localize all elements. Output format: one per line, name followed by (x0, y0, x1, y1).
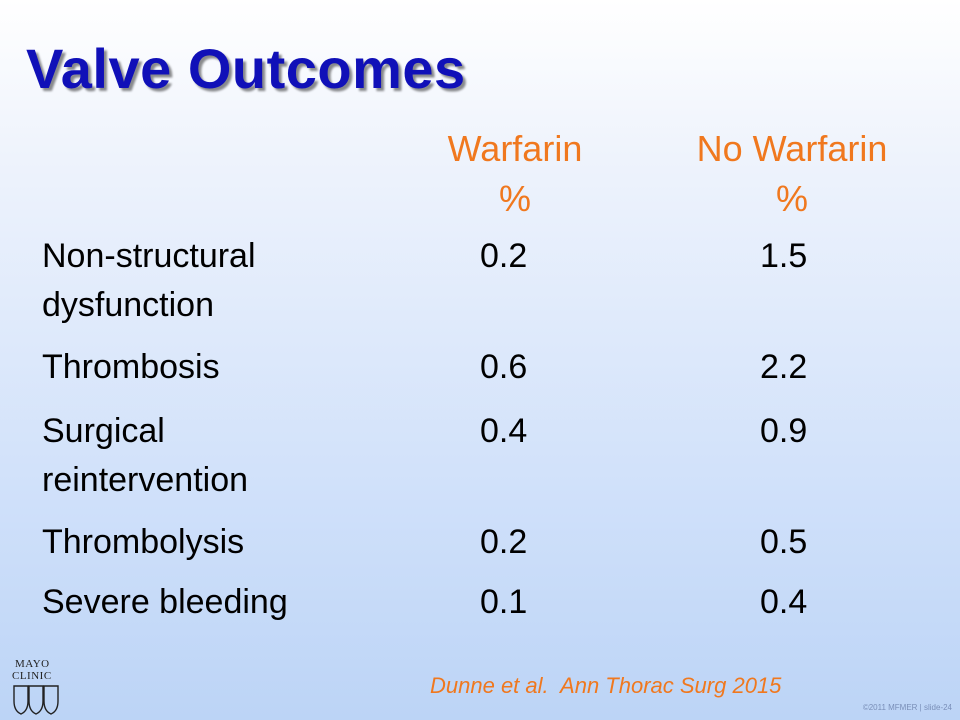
row-label-non-structural-dysfunction: Non-structural dysfunction (42, 232, 372, 330)
cell-no-warfarin-thrombolysis: 0.5 (760, 523, 808, 561)
column-header-no-warfarin-name: No Warfarin (696, 128, 888, 169)
cell-no-warfarin-severe-bleeding: 0.4 (760, 583, 808, 621)
cell-no-warfarin-thrombosis: 2.2 (760, 348, 808, 386)
column-header-warfarin-unit: % (498, 178, 531, 219)
logo-text-line1: MAYO (15, 658, 50, 670)
row-label-severe-bleeding: Severe bleeding (42, 583, 288, 621)
cell-warfarin-severe-bleeding: 0.1 (480, 583, 528, 621)
row-label-thrombosis: Thrombosis (42, 348, 220, 386)
row-label-surgical-reintervention: Surgical reintervention (42, 407, 372, 505)
slide-title: Valve Outcomes (26, 37, 466, 100)
cell-warfarin-thrombolysis: 0.2 (480, 523, 528, 561)
citation: Dunne et al. Ann Thorac Surg 2015 (430, 673, 782, 698)
row-label-line: dysfunction (42, 286, 214, 324)
cell-warfarin-non-structural: 0.2 (480, 237, 528, 275)
column-header-no-warfarin-unit: % (775, 178, 808, 219)
row-label-thrombolysis: Thrombolysis (42, 523, 245, 561)
cell-warfarin-thrombosis: 0.6 (480, 348, 528, 386)
mayo-shields-icon (13, 685, 59, 715)
logo-text-line2: CLINIC (12, 670, 52, 682)
mayo-clinic-logo: MAYO CLINIC (12, 658, 68, 718)
cell-no-warfarin-surgical: 0.9 (760, 412, 808, 450)
row-label-line: Non-structural (42, 237, 256, 275)
row-label-line: reintervention (42, 461, 249, 499)
column-header-warfarin: Warfarin % (385, 124, 645, 224)
cell-warfarin-surgical: 0.4 (480, 412, 528, 450)
cell-no-warfarin-non-structural: 1.5 (760, 237, 808, 275)
column-header-no-warfarin: No Warfarin % (662, 124, 922, 224)
row-label-line: Surgical (42, 412, 165, 450)
column-header-warfarin-name: Warfarin (447, 128, 583, 169)
copyright-notice: ©2011 MFMER | slide-24 (862, 703, 952, 712)
